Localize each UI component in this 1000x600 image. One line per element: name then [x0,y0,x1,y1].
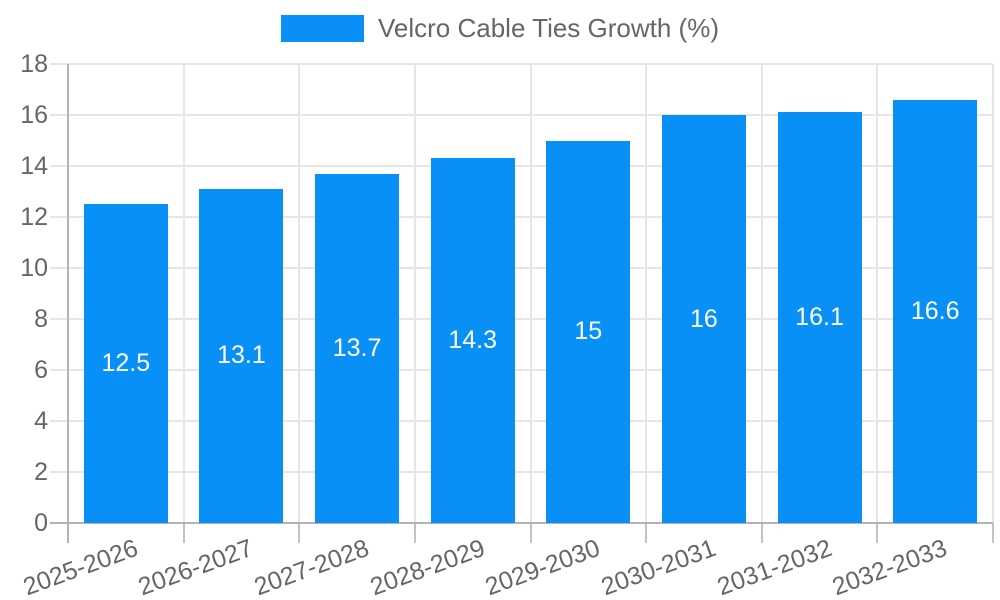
bar-value-label: 15 [574,317,603,346]
bar: 16.6 [893,99,978,523]
y-axis-tick-label: 0 [34,509,48,537]
gridline-vertical [760,64,763,523]
gridline-vertical [182,64,185,523]
x-axis-tick [876,523,879,543]
gridline-vertical [876,64,879,523]
bar-value-label: 14.3 [448,326,498,355]
gridline-vertical [992,64,994,523]
gridline-horizontal [50,63,993,65]
gridline-horizontal [50,420,993,422]
legend-item[interactable]: Velcro Cable Ties Growth (%) [0,13,1000,44]
x-axis-tick [413,523,416,543]
legend-label: Velcro Cable Ties Growth (%) [377,13,719,43]
bar: 16.1 [777,112,862,523]
gridline-horizontal [50,471,993,473]
bar: 13.7 [315,173,400,523]
bar-value-label: 16.6 [910,296,960,325]
y-axis-tick-label: 6 [34,356,48,384]
bar: 15 [546,140,631,523]
gridline-horizontal [50,267,993,269]
y-axis-tick-label: 10 [20,254,48,282]
gridline-horizontal [50,369,993,371]
x-axis-tick [760,523,763,543]
x-axis-tick [298,523,301,543]
y-axis-tick-label: 12 [20,203,48,231]
x-axis-tick [992,523,994,543]
gridline-horizontal [50,165,993,167]
gridline-vertical [529,64,532,523]
y-axis-tick-label: 16 [20,101,48,129]
bar-value-label: 13.1 [217,341,266,370]
x-axis-line [50,522,993,524]
x-axis-tick [645,523,648,543]
gridline-vertical [645,64,648,523]
y-axis-tick-label: 18 [20,50,48,78]
bar: 12.5 [83,204,168,523]
bar: 13.1 [199,188,284,523]
bar-value-label: 16.1 [795,303,844,332]
y-axis-tick-label: 14 [20,152,48,180]
x-axis-tick [182,523,185,543]
gridline-vertical [298,64,301,523]
bar-value-label: 13.7 [332,333,382,362]
legend-swatch [280,15,364,42]
gridline-horizontal [50,318,993,320]
bar: 14.3 [430,158,515,523]
gridline-horizontal [50,216,993,218]
bar: 16 [661,115,746,523]
bar-value-label: 16 [690,304,718,333]
y-axis-tick-label: 2 [34,458,48,486]
x-axis-tick [529,523,532,543]
gridline-vertical [413,64,416,523]
y-axis-tick-label: 4 [34,407,48,435]
y-axis-line [67,64,69,543]
gridline-horizontal [50,114,993,116]
y-axis-tick-label: 8 [34,305,48,333]
bar-value-label: 12.5 [101,349,151,378]
